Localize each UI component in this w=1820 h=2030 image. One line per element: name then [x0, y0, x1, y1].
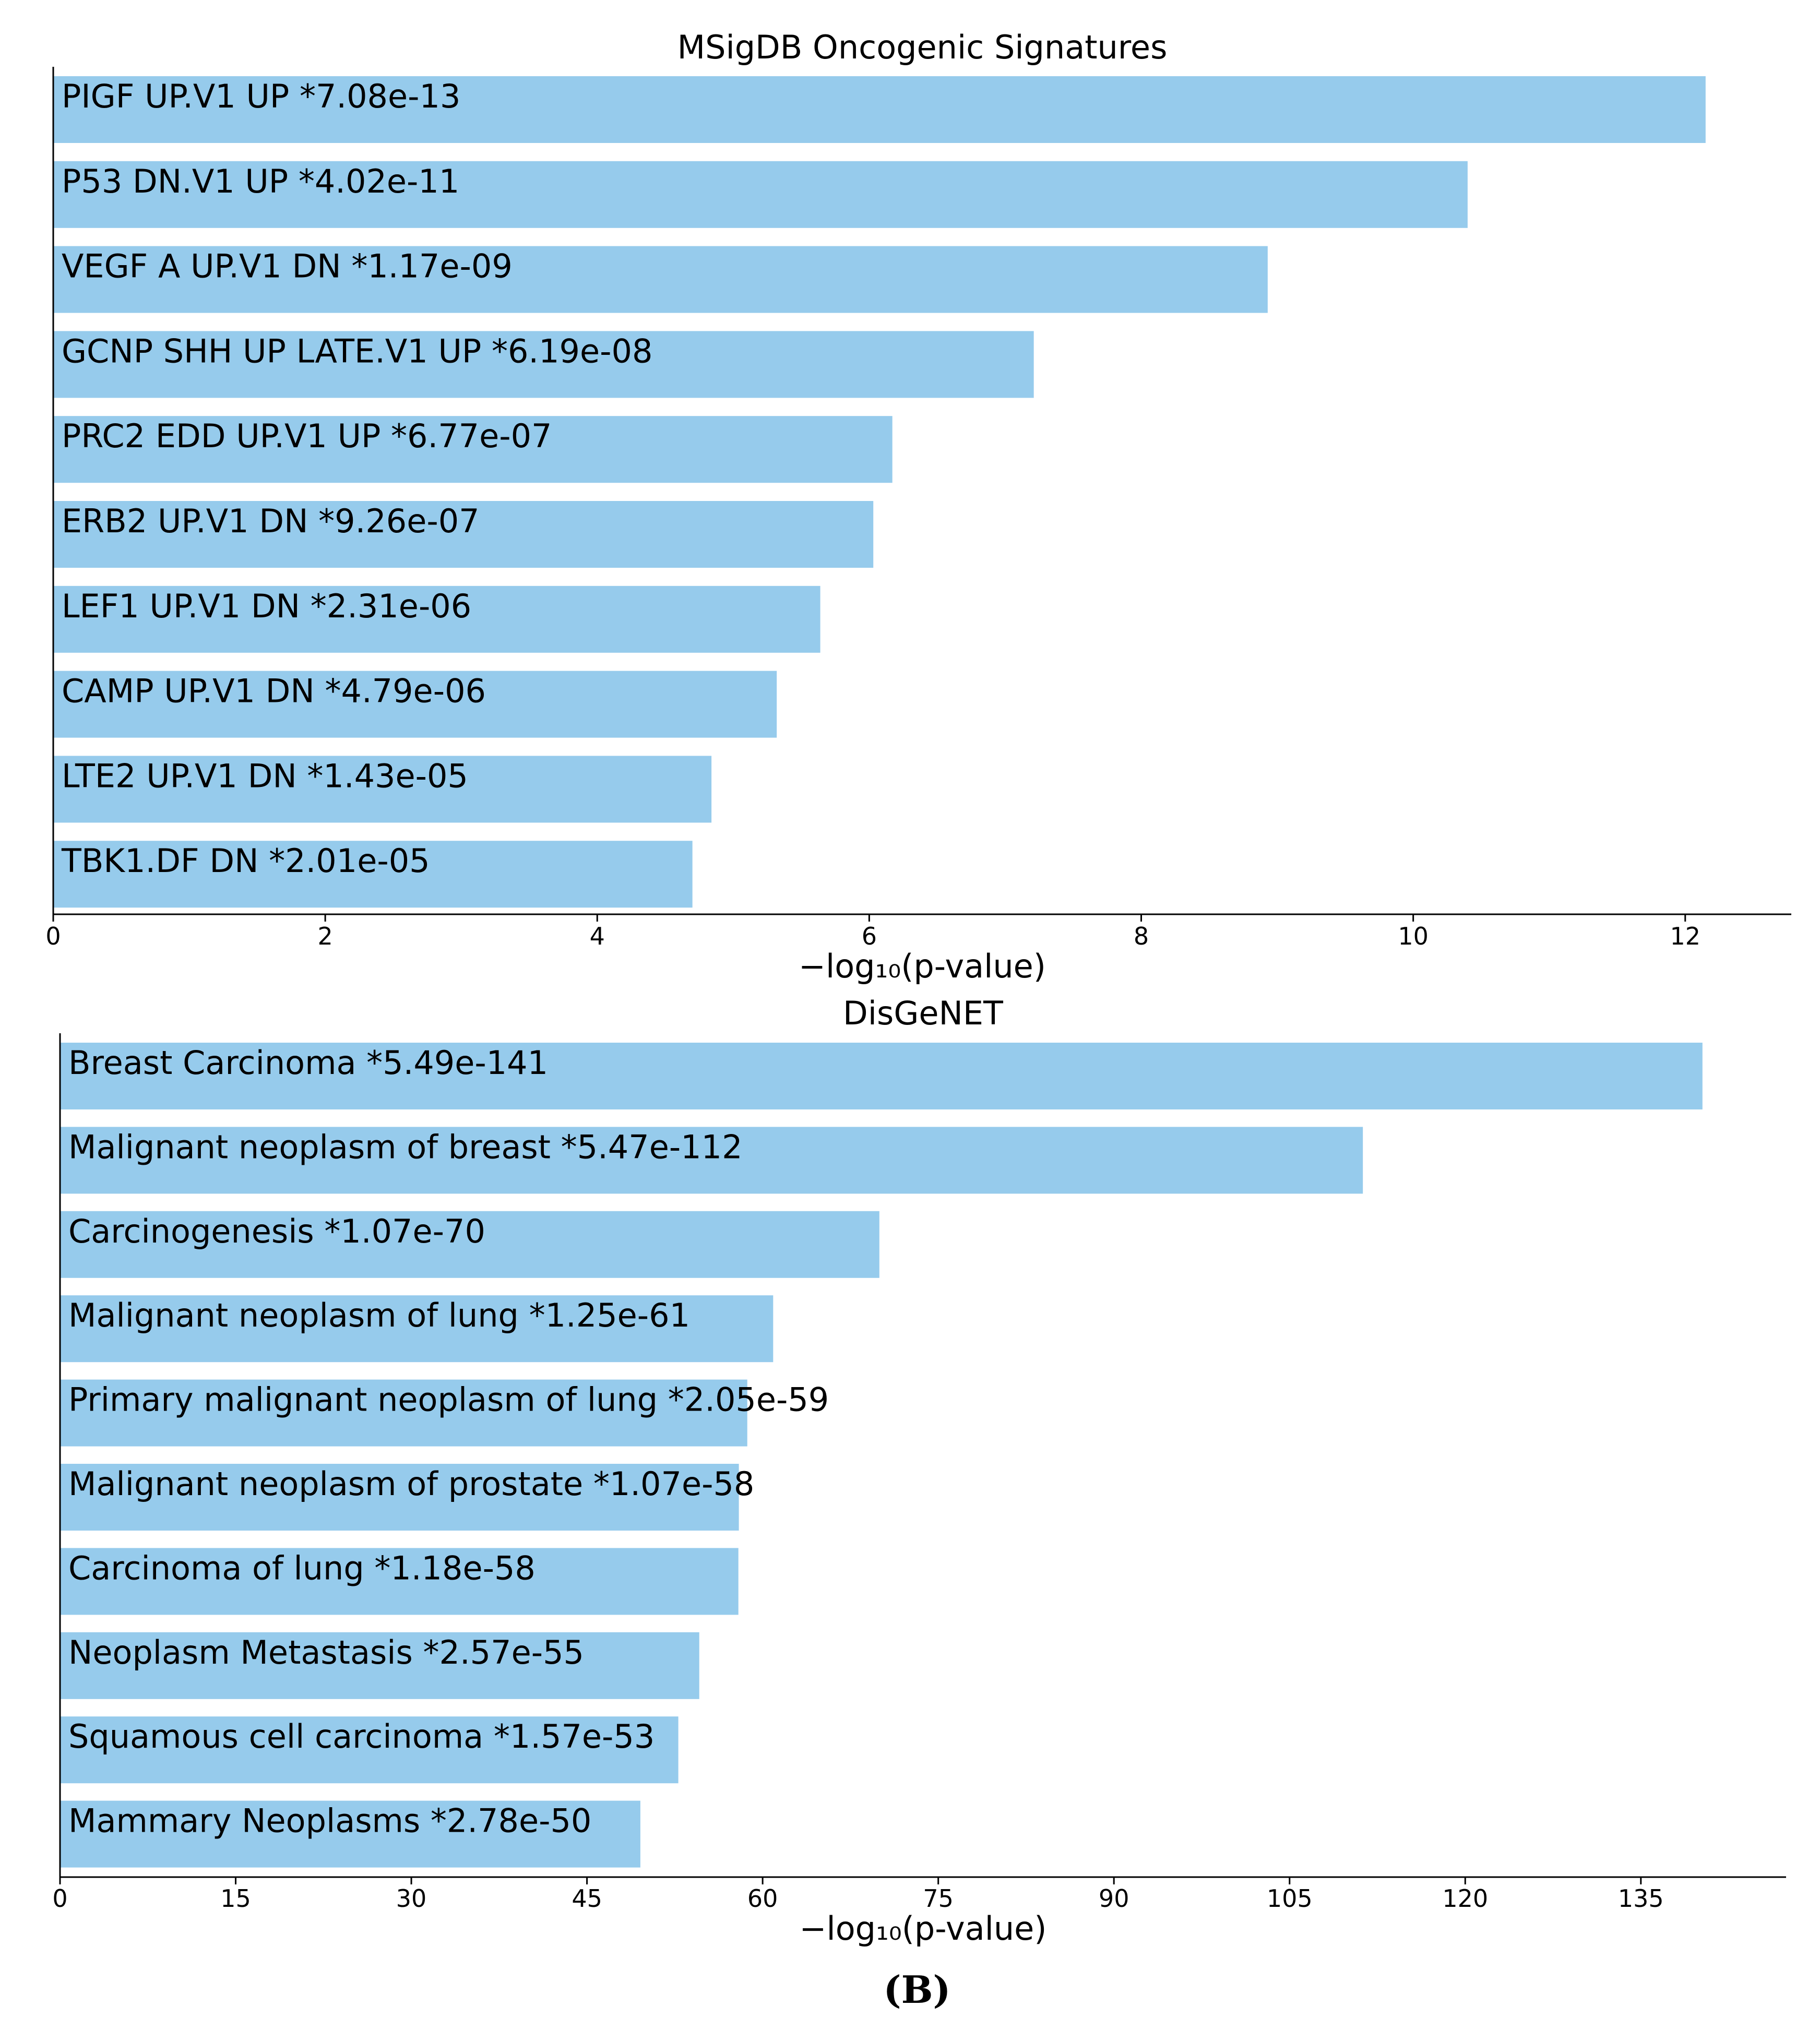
bar-label: LTE2 UP.V1 DN *1.43e-05	[62, 757, 468, 795]
bar-label: Breast Carcinoma *5.49e-141	[68, 1044, 548, 1082]
bar	[53, 841, 693, 908]
bar-label: Carcinoma of lung *1.18e-58	[68, 1549, 536, 1587]
x-tick-label: 8	[1134, 922, 1149, 950]
bar	[53, 756, 712, 823]
x-tick-label: 45	[572, 1884, 602, 1913]
bar-label: PRC2 EDD UP.V1 UP *6.77e-07	[62, 417, 552, 455]
bar	[53, 246, 1268, 313]
chart-disgenet: DisGeNET Breast Carcinoma *5.49e-141 Malig…	[52, 994, 1786, 1948]
x-tick-label: 12	[1670, 922, 1700, 950]
bar-label: TBK1.DF DN *2.01e-05	[61, 842, 430, 880]
x-axis-label: −log₁₀(p-value)	[799, 947, 1046, 985]
bar	[60, 1464, 739, 1531]
x-tick-label: 75	[923, 1884, 954, 1913]
x-tick-label: 60	[747, 1884, 778, 1913]
bar-label: Squamous cell carcinoma *1.57e-53	[68, 1717, 655, 1756]
bar	[60, 1211, 879, 1278]
bar-label: ERB2 UP.V1 DN *9.26e-07	[62, 502, 480, 540]
bar-label: Carcinogenesis *1.07e-70	[68, 1212, 485, 1250]
bar	[60, 1716, 679, 1784]
x-tick-label: 10	[1398, 922, 1429, 950]
x-tick-label: 4	[590, 922, 605, 950]
x-tick-label: 120	[1442, 1884, 1488, 1913]
x-tick-label: 0	[45, 922, 61, 950]
bar	[60, 1632, 699, 1699]
bar	[53, 76, 1706, 143]
bar	[53, 586, 820, 653]
bar-label: CAMP UP.V1 DN *4.79e-06	[62, 672, 486, 710]
chart-msigdb: MSigDB Oncogenic Signatures PIGF UP.V1 UP…	[45, 28, 1791, 985]
bar-label: Neoplasm Metastasis *2.57e-55	[68, 1633, 584, 1671]
figure-caption: (B)	[884, 1967, 951, 2012]
bar-label: VEGF A UP.V1 DN *1.17e-09	[62, 247, 513, 285]
bar	[60, 1800, 640, 1868]
bar-label: Malignant neoplasm of breast *5.47e-112	[68, 1128, 743, 1166]
bar	[60, 1379, 747, 1447]
bar	[53, 416, 893, 483]
bar	[60, 1043, 1703, 1109]
bar	[53, 501, 874, 568]
bar-label: PIGF UP.V1 UP *7.08e-13	[62, 77, 460, 115]
bar-label: Malignant neoplasm of prostate *1.07e-58	[68, 1465, 754, 1503]
bar	[53, 331, 1034, 398]
chart-title: DisGeNET	[843, 994, 1004, 1032]
bar	[53, 671, 777, 738]
bar	[60, 1548, 739, 1615]
x-axis-label: −log₁₀(p-value)	[800, 1909, 1047, 1948]
x-tick-label: 0	[52, 1884, 67, 1913]
bar-label: Malignant neoplasm of lung *1.25e-61	[68, 1296, 690, 1334]
bar	[60, 1295, 774, 1363]
x-tick-label: 135	[1618, 1884, 1664, 1913]
bar	[53, 161, 1468, 228]
x-tick-label: 15	[220, 1884, 251, 1913]
bar-label: GCNP SHH UP LATE.V1 UP *6.19e-08	[62, 332, 652, 370]
chart-title: MSigDB Oncogenic Signatures	[677, 28, 1168, 66]
x-tick-label: 90	[1099, 1884, 1129, 1913]
bar-label: Mammary Neoplasms *2.78e-50	[68, 1802, 591, 1840]
bar	[60, 1127, 1363, 1194]
bar-label: Primary malignant neoplasm of lung *2.05…	[68, 1381, 829, 1419]
x-tick-label: 2	[317, 922, 332, 950]
bar-label: P53 DN.V1 UP *4.02e-11	[62, 162, 459, 200]
x-tick-label: 30	[396, 1884, 427, 1913]
x-tick-label: 6	[862, 922, 877, 950]
x-tick-label: 105	[1267, 1884, 1313, 1913]
bar-label: LEF1 UP.V1 DN *2.31e-06	[62, 587, 471, 625]
